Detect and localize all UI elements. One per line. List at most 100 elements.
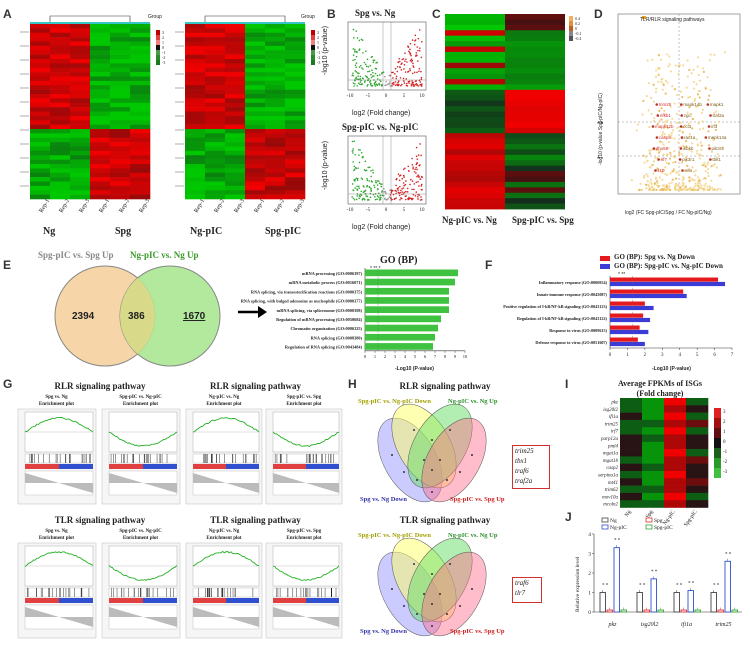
volcano-point (353, 140, 355, 142)
scatter-point (718, 174, 721, 177)
heatmap-cell (445, 181, 505, 188)
heatmap-cell (265, 89, 286, 95)
heatmap-cell (130, 137, 151, 143)
h-rlr-gene-4: traf2a (515, 477, 533, 485)
legend-f (600, 256, 610, 269)
heatmap-cell (90, 59, 111, 64)
gene-point (655, 136, 659, 139)
volcano-point (366, 85, 368, 87)
volcano-point (359, 75, 362, 78)
venn-set (407, 537, 473, 623)
scatter-point (715, 123, 718, 126)
heatmap-cell (265, 107, 286, 112)
legend-swatch (569, 31, 573, 36)
volcano-point (417, 180, 419, 183)
legend-swatch (311, 45, 315, 50)
heatmap-cell (110, 155, 131, 160)
heatmap-cell (110, 67, 131, 73)
gene-point (651, 125, 655, 128)
scatter-point (677, 72, 680, 76)
volcano-point (364, 75, 367, 77)
scatter-point (706, 171, 709, 175)
sample-label: Rep-3 (139, 198, 152, 214)
heatmap-cell (70, 28, 91, 34)
h-rlr-gene-2: tbx1 (515, 457, 528, 465)
scatter-point (704, 177, 707, 180)
scatter-point (664, 172, 667, 176)
gene-point (680, 114, 684, 117)
scatter-point (656, 168, 659, 171)
gene-label: traf2a (713, 113, 725, 118)
legend-tick: -2 (162, 55, 165, 60)
heatmap-cell (265, 45, 286, 51)
legend-swatch (156, 40, 160, 45)
volcano-point (415, 172, 417, 174)
volcano-point (391, 83, 394, 85)
arrow-e (238, 306, 267, 318)
volcano-point (387, 83, 390, 85)
volcano-point (351, 140, 354, 143)
scatter-point (692, 170, 696, 173)
heatmap-cell (30, 102, 51, 108)
heatmap-cell (265, 76, 286, 82)
heatmap-cell (185, 32, 206, 38)
heatmap-cell (505, 106, 565, 112)
volcano-point (419, 199, 422, 201)
scatter-point (696, 56, 700, 59)
gene-point (709, 114, 712, 117)
scatter-point (690, 142, 694, 145)
volcano-point (359, 81, 362, 83)
heatmap-cell (70, 50, 91, 55)
panel-label-a: A (3, 7, 12, 21)
scatter-point (686, 164, 689, 167)
heatmap-cell (505, 122, 565, 129)
heatmap-cell (245, 177, 266, 182)
heatmap-cell (642, 485, 665, 494)
scatter-point (663, 109, 666, 112)
volcano-point (380, 85, 383, 87)
heatmap-cell (505, 19, 565, 26)
heatmap-cell (110, 120, 131, 125)
scatter-point (673, 188, 677, 191)
heatmap-cell (130, 32, 151, 38)
heatmap-cell (70, 194, 91, 200)
expression-bar (731, 609, 738, 613)
heatmap-cell (90, 50, 111, 55)
scatter-point (673, 149, 676, 153)
heatmap-cell (130, 115, 151, 121)
heatmap-cell (30, 146, 51, 152)
volcano-point (353, 85, 355, 87)
heatmap-cell (505, 100, 565, 107)
scatter-point (710, 179, 713, 182)
scatter-point (653, 182, 657, 185)
heatmap-cell (445, 79, 505, 85)
region-marker (446, 479, 448, 481)
scatter-point (689, 188, 692, 192)
volcano-point (368, 166, 371, 169)
rank-pos (25, 598, 59, 603)
scatter-point (652, 163, 655, 166)
heatmap-cell (686, 398, 709, 406)
volcano-point (412, 83, 415, 86)
heatmap-cell (185, 172, 206, 178)
go-term-label: Regulation of mRNA processing (GO:005068… (276, 317, 362, 322)
scatter-point (647, 109, 650, 112)
scatter-point (650, 112, 653, 115)
volcano-point (415, 163, 418, 166)
heatmap-cell (30, 72, 51, 77)
scatter-point (680, 90, 683, 93)
heatmap-cell (130, 24, 151, 29)
scatter-point (670, 131, 673, 135)
heatmap-cell (70, 102, 91, 108)
heatmap-i: pkzisg20l2ifi1atrim25irf7parp12apml4mgat… (598, 398, 728, 528)
heatmap-cell (30, 159, 51, 165)
heatmap-cell (505, 24, 565, 31)
heatmap-cell (50, 41, 71, 47)
heatmap-cell (265, 102, 286, 108)
volcano-point (355, 177, 358, 180)
gene-label: pkz (610, 401, 618, 406)
volcano-point (366, 76, 368, 78)
volcano-point (380, 196, 382, 199)
heatmap-cell (50, 85, 71, 90)
